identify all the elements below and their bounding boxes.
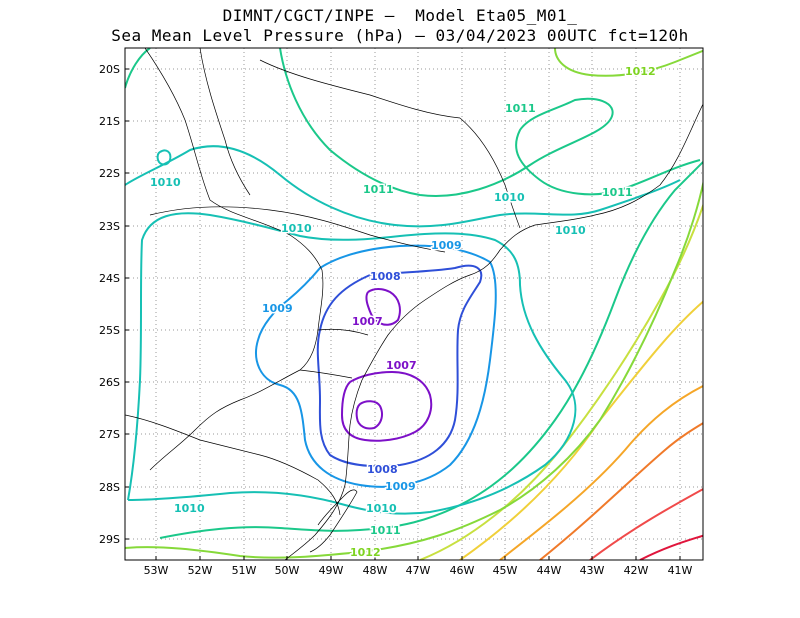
isobar-label: 1011 bbox=[363, 183, 394, 196]
lat-tick-label: 29S bbox=[99, 533, 120, 546]
isobar-label: 1010 bbox=[150, 176, 181, 189]
chart-title: DIMNT/CGCT/INPE – Model Eta05_M01_ bbox=[222, 6, 578, 25]
isobar-label: 1011 bbox=[602, 186, 633, 199]
lat-tick-label: 26S bbox=[99, 376, 120, 389]
coastline bbox=[284, 103, 703, 560]
lon-tick-label: 44W bbox=[537, 564, 562, 577]
isobar-label: 1009 bbox=[262, 302, 293, 315]
isobar-label: 1010 bbox=[174, 502, 205, 515]
isobar-label: 1010 bbox=[281, 222, 312, 235]
isobar-1014 bbox=[459, 300, 703, 560]
isobar-label: 1010 bbox=[494, 191, 525, 204]
lon-tick-label: 53W bbox=[144, 564, 169, 577]
lat-tick-label: 27S bbox=[99, 428, 120, 441]
state-border-2 bbox=[259, 59, 461, 119]
lon-tick-label: 49W bbox=[319, 564, 344, 577]
lat-tick-label: 25S bbox=[99, 324, 120, 337]
isobar-labels: 1012 1011 1011 1011 1010 1010 1010 1010 … bbox=[149, 64, 658, 561]
lon-tick-label: 45W bbox=[493, 564, 518, 577]
x-axis-labels: 53W 52W 51W 50W 49W 48W 47W 46W 45W 44W … bbox=[144, 564, 693, 577]
map-frame bbox=[124, 47, 704, 561]
isobar-1012-north bbox=[554, 48, 703, 77]
graticule bbox=[125, 48, 703, 560]
lon-tick-label: 43W bbox=[580, 564, 605, 577]
lon-tick-label: 48W bbox=[363, 564, 388, 577]
isobar-label: 1007 bbox=[352, 315, 383, 328]
lon-tick-label: 42W bbox=[624, 564, 649, 577]
country-border bbox=[144, 48, 324, 471]
lagoon bbox=[309, 489, 358, 553]
isobar-1013 bbox=[419, 202, 703, 560]
isobar-label: 1007 bbox=[386, 359, 417, 372]
lon-tick-label: 50W bbox=[275, 564, 300, 577]
isobar-1007-south bbox=[340, 370, 433, 442]
isobar-1010 bbox=[125, 145, 681, 228]
lat-tick-label: 24S bbox=[99, 272, 120, 285]
isobar-label: 1012 bbox=[625, 65, 656, 78]
lon-tick-label: 52W bbox=[188, 564, 213, 577]
axis-ticks bbox=[125, 68, 681, 560]
isobar-1017 bbox=[589, 487, 703, 560]
y-axis-labels: 20S 21S 22S 23S 24S 25S 26S 27S 28S 29S bbox=[99, 63, 120, 546]
chart-subtitle: Sea Mean Level Pressure (hPa) – 03/04/20… bbox=[111, 26, 689, 45]
isobar-1006 bbox=[355, 400, 383, 430]
isobar-label: 1012 bbox=[350, 546, 381, 559]
isobar-1018 bbox=[639, 534, 703, 560]
lon-tick-label: 41W bbox=[668, 564, 693, 577]
isobar-1010-small bbox=[156, 149, 172, 166]
lat-tick-label: 28S bbox=[99, 481, 120, 494]
isobar-1015 bbox=[499, 384, 703, 560]
isobar-label: 1008 bbox=[370, 270, 401, 283]
coastlines-borders bbox=[125, 48, 703, 560]
isobar-1016 bbox=[539, 422, 703, 560]
isobar-label: 1008 bbox=[367, 463, 398, 476]
isobar-label: 1011 bbox=[370, 524, 401, 537]
lat-tick-label: 23S bbox=[99, 220, 120, 233]
isobar-1011-south bbox=[159, 160, 703, 539]
isobar-label: 1010 bbox=[366, 502, 397, 515]
isobars bbox=[125, 48, 703, 560]
state-border-3 bbox=[459, 117, 521, 229]
state-border-4 bbox=[149, 206, 446, 253]
isobar-label: 1011 bbox=[505, 102, 536, 115]
isobar-label: 1010 bbox=[555, 224, 586, 237]
isobar-label: 1009 bbox=[431, 239, 462, 252]
state-border-6 bbox=[299, 369, 353, 379]
isobar-1011-north bbox=[125, 48, 701, 197]
lat-tick-label: 21S bbox=[99, 115, 120, 128]
state-border-5 bbox=[317, 328, 369, 336]
lon-tick-label: 46W bbox=[450, 564, 475, 577]
lon-tick-label: 51W bbox=[232, 564, 257, 577]
isobar-1012-south bbox=[125, 179, 703, 559]
isobar-label: 1009 bbox=[385, 480, 416, 493]
lat-tick-label: 22S bbox=[99, 167, 120, 180]
isobar-1010-ring bbox=[127, 212, 577, 515]
isobar-1009 bbox=[255, 244, 497, 488]
lon-tick-label: 47W bbox=[406, 564, 431, 577]
lat-tick-label: 20S bbox=[99, 63, 120, 76]
state-border-7 bbox=[125, 414, 341, 516]
isobar-1007-north bbox=[365, 288, 401, 326]
state-border-1 bbox=[199, 48, 251, 196]
isobar-1008 bbox=[316, 264, 483, 468]
